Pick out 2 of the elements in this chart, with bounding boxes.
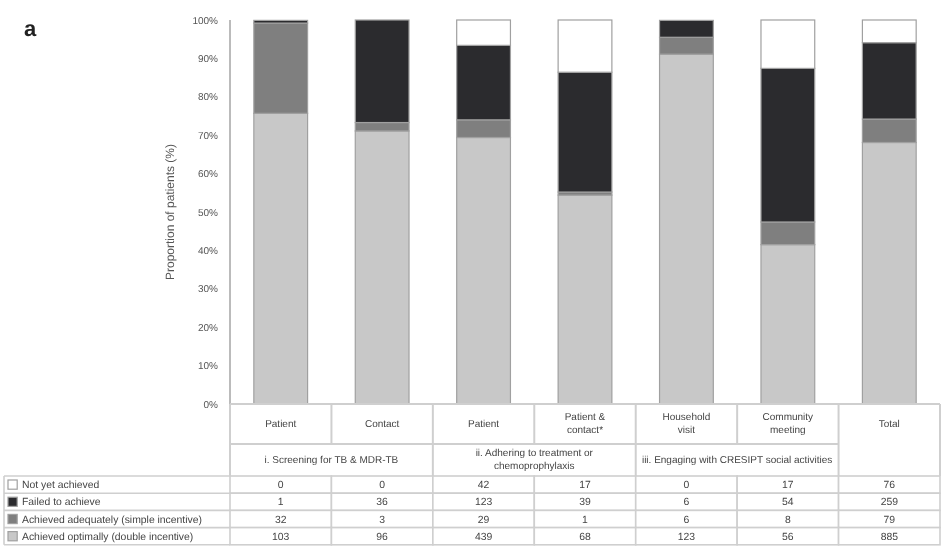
- text: a: [24, 18, 38, 42]
- bar: [354, 19, 410, 124]
